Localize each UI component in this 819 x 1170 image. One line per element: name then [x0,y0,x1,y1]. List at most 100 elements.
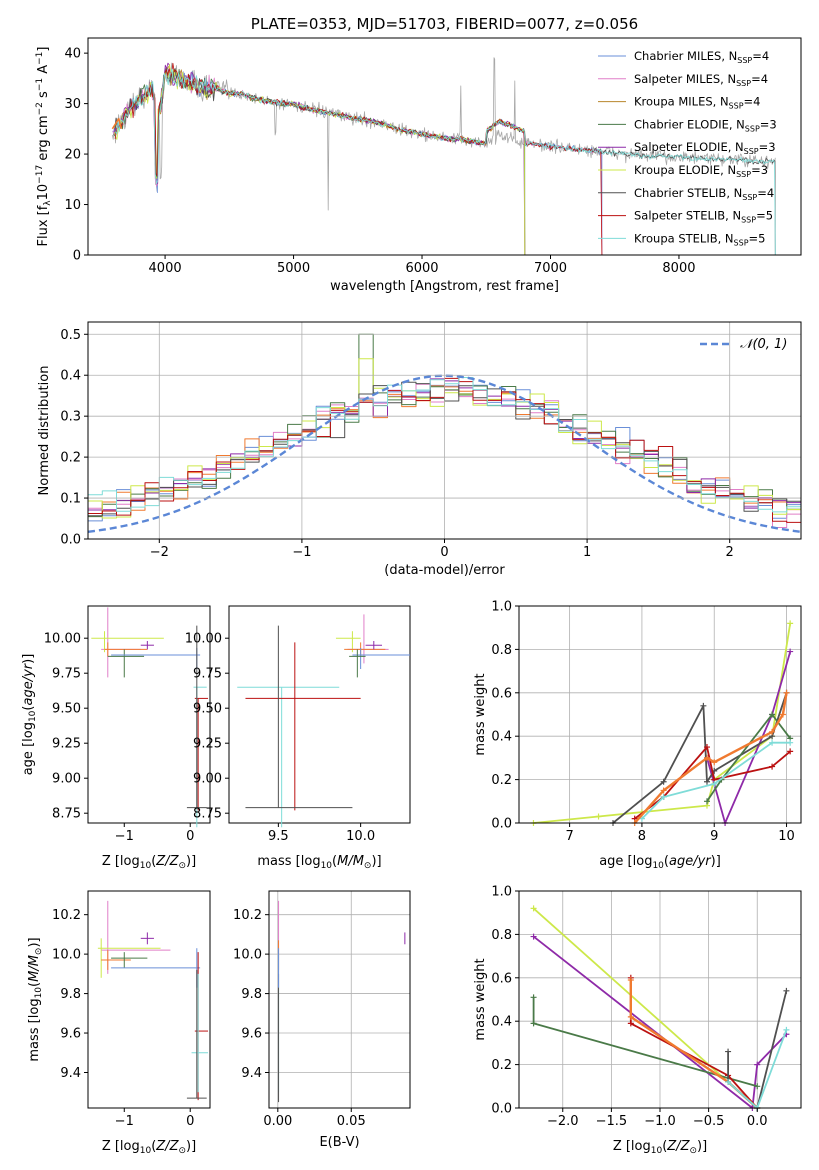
x-tick-label: −2 [150,545,169,560]
x-tick-label: 9.5 [268,829,289,844]
y-tick-label: 9.6 [241,1027,262,1042]
point-marker [530,905,537,912]
model-spectrum [112,68,603,255]
panel-weight-vs-Z: −2.0 −1.5 −1.0 −0.5 0.0 0.0 0.2 0.4 0.6 0.8 1.0 Z [… [473,885,802,1156]
point-marker [711,780,718,787]
y-tick-label: 9.00 [193,772,222,787]
point-marker [769,711,776,718]
point-marker [704,798,710,805]
x-tick-label: 9 [710,829,718,844]
model-spectrum [114,62,603,255]
weight-line [629,977,758,1109]
plot-area [111,57,776,255]
point-marker [627,976,634,983]
x-tick-label: 6000 [405,261,438,276]
weight-line [533,907,758,1109]
y-tick-label: 10.0 [233,948,262,963]
x-axis-label: (data-model)/error [384,563,505,578]
model-spectrum [113,68,526,255]
panel-age-vs-mass: 9.5 10.0 8.75 9.00 9.25 9.50 9.75 10.00 mass [lo… [185,605,411,871]
legend-label: Salpeter STELIB, NSSP=5 [634,209,773,225]
panel-weight-vs-age: 7 8 9 10 0.0 0.2 0.4 0.6 0.8 1.0 age [log10(age/yr… [473,600,802,871]
point-marker [769,728,776,735]
y-tick-label: 0.4 [491,1015,512,1030]
x-tick-label: 10 [778,829,795,844]
y-tick-label: 0.2 [491,1058,512,1073]
x-axis-label: age [log10(age/yr)] [599,854,721,871]
point-marker [725,1048,732,1055]
y-tick-label: 0.8 [491,643,512,658]
point-marker [783,987,790,994]
x-axis-label: Z [log10(Z/Z⊙)] [102,854,196,871]
y-tick-label: 20 [64,148,81,163]
model-spectrum [113,66,526,255]
y-tick-label: 0 [73,249,81,264]
point-marker [627,1020,634,1027]
point-marker [700,702,707,709]
point-marker [783,1026,790,1033]
y-tick-label: 9.75 [193,667,222,682]
y-tick-label: 0.8 [491,928,512,943]
y-tick-label: 10 [64,198,81,213]
x-axis-label: Z [log10(Z/Z⊙)] [102,1139,196,1156]
x-tick-label: 7000 [534,261,567,276]
y-tick-label: 9.6 [60,1027,81,1042]
y-tick-label: 9.8 [241,987,262,1002]
legend-label: Kroupa MILES, NSSP=4 [634,95,760,111]
y-tick-label: 0.6 [491,971,512,986]
point-marker [787,648,794,655]
y-tick-label: 10.00 [185,632,222,647]
y-tick-label: 9.25 [193,737,222,752]
y-axis-label: mass [log10(M/M⊙)] [27,937,44,1061]
y-axis-label: Normed distribution [37,366,52,496]
model-spectrum [112,67,603,255]
y-tick-label: 0.0 [60,533,81,548]
y-axis-label: age [log10(age/yr)] [21,654,38,776]
y-tick-label: 0.2 [60,451,81,466]
axes-frame [87,605,211,824]
y-tick-label: 9.50 [52,702,81,717]
axes-frame [228,605,411,824]
x-tick-label: −1 [115,829,134,844]
y-tick-label: 9.25 [52,737,81,752]
x-tick-label: 0.05 [337,1114,366,1129]
legend-label: Kroupa ELODIE, NSSP=3 [634,163,768,179]
x-tick-label: 0 [440,545,448,560]
x-tick-label: −1.0 [644,1114,676,1129]
y-tick-label: 1.0 [491,885,512,900]
legend-label: 𝒩(0, 1) [740,337,787,352]
y-tick-label: 0.5 [60,328,81,343]
point-marker [627,1013,634,1020]
axes-frame [87,890,211,1109]
weight-line [706,713,791,802]
x-tick-label: 7 [565,829,573,844]
y-tick-label: 10.0 [52,948,81,963]
y-tick-label: 0.3 [60,410,81,425]
y-tick-label: 9.75 [52,667,81,682]
x-tick-label: 1 [583,545,591,560]
axes-frame [268,890,411,1109]
axes-frame [87,37,802,256]
panel-mass-vs-Z: −1 0 9.4 9.6 9.8 10.0 10.2 Z [log10(Z/Z⊙)] mass … [27,890,211,1156]
point-marker [530,994,537,1001]
point-marker [779,711,786,718]
y-tick-label: 9.4 [60,1066,81,1081]
legend-label: Chabrier ELODIE, NSSP=3 [634,117,777,133]
axes-frame [518,605,802,824]
legend-label: Chabrier MILES, NSSP=4 [634,49,769,65]
point-marker [787,748,794,755]
model-spectrum [115,68,776,255]
x-tick-label: −1 [292,545,311,560]
panel-spectrum: 4000 5000 6000 7000 8000 0 10 20 30 40 wavelength … [35,15,802,294]
x-tick-label: 0.00 [263,1114,292,1129]
panel-residuals: −2 −1 0 1 2 0.0 0.1 0.2 0.3 0.4 0.5 (data-model)/er… [37,321,802,578]
y-tick-label: 10.00 [44,632,81,647]
panel-age-vs-Z: −1 0 8.75 9.00 9.25 9.50 9.75 10.00 Z [log10(Z/Z… [21,605,211,871]
point-marker [787,620,794,627]
y-tick-label: 40 [64,47,81,62]
point-marker [530,1020,537,1027]
point-marker [704,778,710,785]
weight-line [629,980,758,1109]
chart-title: PLATE=0353, MJD=51703, FIBERID=0077, z=0… [251,15,638,33]
y-tick-label: 9.50 [193,702,222,717]
